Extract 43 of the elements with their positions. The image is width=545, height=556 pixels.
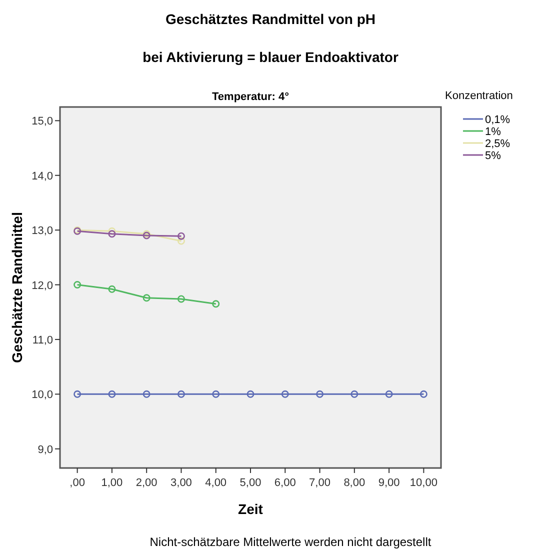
x-tick-label: ,00 [70,477,85,489]
x-tick-label: 5,00 [240,477,262,489]
point [108,390,116,398]
point [142,390,150,398]
point [246,390,254,398]
point [281,390,289,398]
chart-subtitle: bei Aktivierung = blauer Endoaktivator [142,49,399,65]
y-tick-label: 15,0 [32,116,53,128]
point [108,230,116,238]
x-axis-title: Zeit [238,501,264,517]
x-tick-label: 1,00 [101,477,123,489]
point [108,285,116,293]
x-tick-label: 3,00 [170,477,192,489]
y-tick-label: 12,0 [32,280,53,292]
legend-label: 1% [485,126,502,138]
y-axis-title: Geschätzte Randmittel [9,212,25,363]
x-tick-label: 8,00 [344,477,366,489]
y-tick-label: 10,0 [32,389,53,402]
legend-label: 5% [485,150,502,162]
point [385,390,393,398]
point [177,390,185,398]
x-tick-label: 7,00 [309,477,330,489]
x-tick-label: 6,00 [274,477,296,489]
y-tick-label: 11,0 [32,334,53,346]
point [212,390,220,398]
legend-title: Konzentration [445,90,513,102]
x-tick-label: 9,00 [378,477,400,489]
point [177,295,185,303]
x-tick-label: 2,00 [136,477,158,489]
legend-label: 2,5% [485,138,510,150]
text: Nicht-schätzbare Mittelwerte werden nicht dargestellt [150,535,432,549]
point [108,227,116,235]
point [350,390,358,398]
legend-label: 0,1% [485,114,510,126]
y-tick-label: 14,0 [32,170,53,182]
point [316,390,324,398]
chart-title: Geschätztes Randmittel von pH [165,11,376,27]
x-tick-label: 10,00 [410,477,438,489]
y-tick-label: 9,0 [38,444,53,456]
x-tick-label: 4,00 [205,477,227,489]
y-tick-label: 13,0 [32,225,53,238]
text: Temperatur: 4° [212,91,289,103]
point [142,294,150,302]
